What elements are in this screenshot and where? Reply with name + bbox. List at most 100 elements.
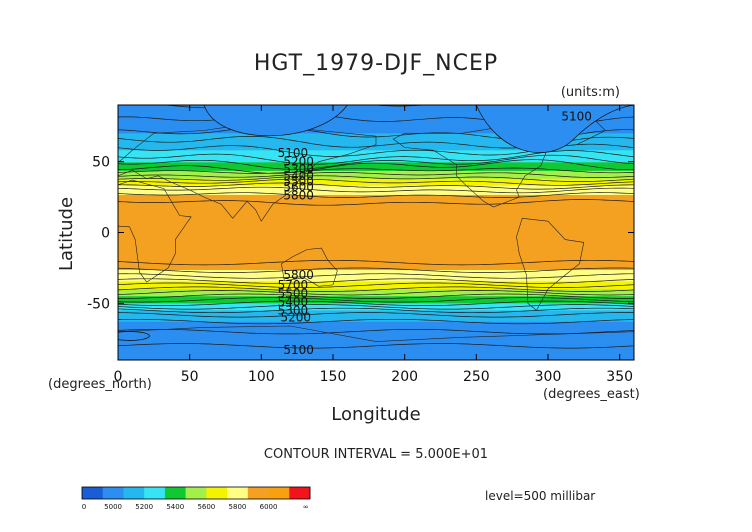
band-strip <box>118 210 634 212</box>
band-strip <box>118 228 634 230</box>
band-strip <box>118 133 634 135</box>
band-strip <box>118 128 634 130</box>
band-strip <box>118 198 634 200</box>
band-strip <box>118 350 634 352</box>
band-strip <box>118 115 634 117</box>
contour-line <box>118 175 634 182</box>
band-strip <box>118 342 634 344</box>
band-strip <box>118 106 634 108</box>
band-strip <box>118 276 634 278</box>
band-strip <box>118 169 634 171</box>
band-strip <box>118 184 634 186</box>
band-strip <box>118 354 634 356</box>
contour-line <box>118 167 634 174</box>
band-strip <box>118 199 634 202</box>
band-strip <box>118 221 634 223</box>
band-strip <box>118 148 634 150</box>
contour-line <box>118 186 634 194</box>
band-strip <box>118 226 634 228</box>
band-strip <box>118 123 634 125</box>
contour-label: 5700 <box>278 278 309 292</box>
band-strip <box>118 262 634 264</box>
band-strip <box>118 275 634 277</box>
band-strip <box>118 134 634 136</box>
band-strip <box>118 194 634 197</box>
band-strip <box>118 253 634 255</box>
band-strip <box>118 288 634 290</box>
contour-line <box>118 172 634 178</box>
band-strip <box>118 224 634 226</box>
colorbar-swatch <box>82 487 104 499</box>
band-strip <box>118 211 634 213</box>
band-strip <box>118 131 634 133</box>
band-strip <box>118 287 634 289</box>
band-strip <box>118 218 634 220</box>
band-strip <box>118 179 634 181</box>
band-strip <box>118 352 634 355</box>
band-strip <box>118 331 634 333</box>
chart-title: HGT_1979-DJF_NCEP <box>254 51 498 76</box>
band-strip <box>118 207 634 209</box>
band-strip <box>118 168 634 170</box>
band-strip <box>118 357 634 359</box>
band-strip <box>118 167 634 169</box>
contour-line <box>118 304 634 310</box>
band-strip <box>118 272 634 274</box>
band-strip <box>118 148 634 151</box>
band-strip <box>118 192 634 194</box>
band-strip <box>118 335 634 338</box>
band-strip <box>118 204 634 206</box>
band-strip <box>118 245 634 247</box>
band-strip <box>118 290 634 292</box>
band-strip <box>118 277 634 279</box>
band-strip <box>118 165 634 167</box>
band-strip <box>118 310 634 312</box>
band-strip <box>118 174 634 176</box>
trough-pocket <box>203 105 348 137</box>
band-strip <box>118 107 634 109</box>
contour-line <box>118 259 634 266</box>
band-strip <box>118 173 634 175</box>
band-strip <box>118 226 634 228</box>
band-strip <box>118 158 634 160</box>
colorbar-label: ∞ <box>303 503 309 511</box>
band-strip <box>118 199 634 201</box>
band-strip <box>118 326 634 328</box>
band-strip <box>118 313 634 315</box>
band-strip <box>118 294 634 296</box>
x-tick-label: 0 <box>114 369 123 385</box>
band-strip <box>118 343 634 345</box>
band-strip <box>118 260 634 262</box>
band-strip <box>118 182 634 185</box>
band-strip <box>118 330 634 333</box>
colorbar-label: 5400 <box>166 503 184 511</box>
band-strip <box>118 219 634 221</box>
contour-line <box>118 154 634 170</box>
band-strip <box>118 330 634 332</box>
band-strip <box>118 234 634 236</box>
contour-label: 5100 <box>278 146 309 160</box>
band-strip <box>118 155 634 157</box>
band-strip <box>118 205 634 207</box>
band-strip <box>118 348 634 350</box>
band-strip <box>118 203 634 205</box>
band-strip <box>118 126 634 129</box>
level-text: level=500 millibar <box>485 489 595 503</box>
contour-label: 5400 <box>283 169 314 183</box>
x-tick-label: 250 <box>463 369 490 385</box>
band-strip <box>118 357 634 359</box>
band-strip <box>118 323 634 325</box>
band-strip <box>118 322 634 324</box>
band-strip <box>118 338 634 340</box>
band-strip <box>118 214 634 216</box>
band-strip <box>118 244 634 246</box>
band-strip <box>118 175 634 177</box>
contour-line <box>118 343 634 349</box>
band-strip <box>118 192 634 194</box>
band-strip <box>118 243 634 245</box>
band-strip <box>118 254 634 256</box>
band-strip <box>118 333 634 335</box>
band-strip <box>118 298 634 300</box>
band-strip <box>118 318 634 320</box>
colorbar-label: 5000 <box>104 503 122 511</box>
